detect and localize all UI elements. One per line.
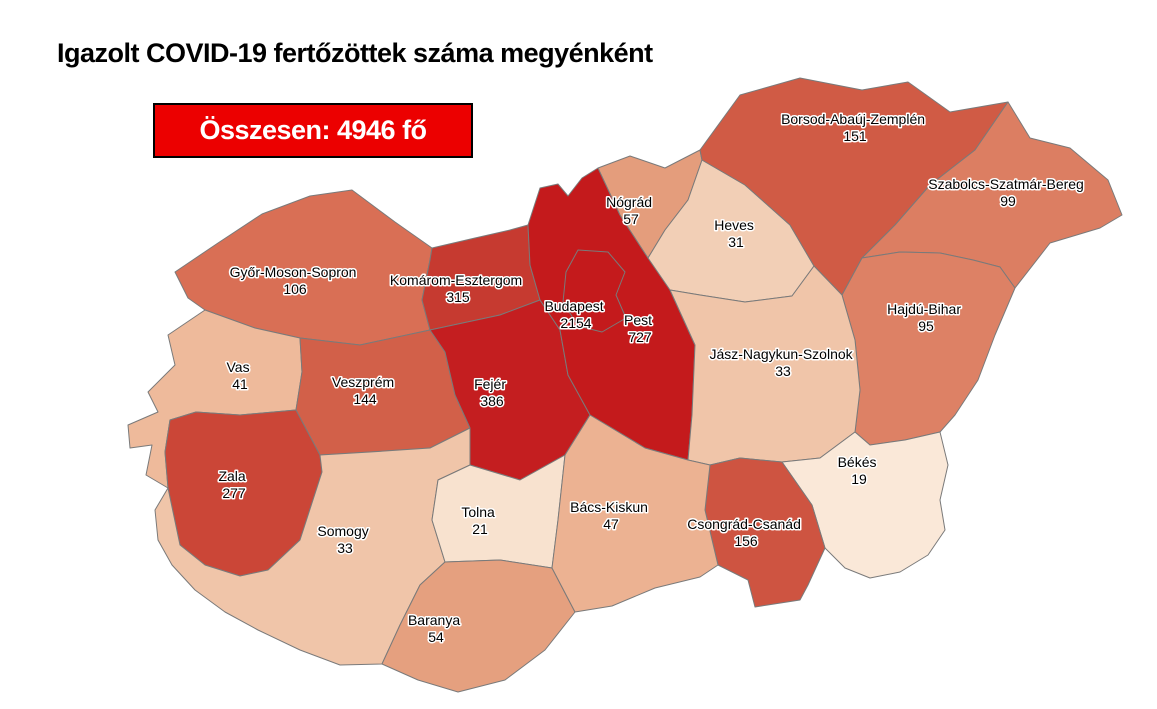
county-label-komarom-esztergom: Komárom-Esztergom 315 — [390, 272, 526, 305]
county-label-vas: Vas 41 — [227, 359, 254, 392]
county-label-bacs-kiskun: Bács-Kiskun 47 — [570, 499, 652, 532]
county-label-somogy: Somogy 33 — [317, 523, 372, 556]
county-label-gyor-moson-sopron: Győr-Moson-Sopron 106 — [230, 264, 361, 297]
county-label-bekes: Békés 19 — [838, 454, 881, 487]
county-label-fejer: Fejér 386 — [474, 376, 510, 409]
county-label-csongrad-csanad: Csongrád-Csanád 156 — [687, 516, 805, 549]
county-label-veszprem: Veszprém 144 — [332, 374, 398, 407]
county-shape-hajdu-bihar — [841, 251, 1016, 446]
county-shape-bacs-kiskun — [551, 414, 719, 613]
county-label-baranya: Baranya 54 — [408, 612, 464, 645]
county-labels: Győr-Moson-Sopron 106 Vas 41 Zala 277 Ve… — [217, 110, 1088, 647]
county-label-pest: Pest 727 — [624, 312, 656, 345]
county-label-budapest: Budapest 2154 — [544, 298, 607, 331]
total-badge-label: Összesen: 4946 fő — [199, 115, 427, 145]
county-label-tolna: Tolna 21 — [461, 504, 498, 537]
county-label-jasz-nagykun-szolnok: Jász-Nagykun-Szolnok 33 — [709, 346, 856, 379]
county-shape-baranya — [381, 559, 576, 693]
county-label-borsod-abauj-zemplen: Borsod-Abaúj-Zemplén 151 — [781, 111, 929, 144]
county-shapes — [127, 77, 1123, 693]
county-label-szabolcs-szatmar-bereg: Szabolcs-Szatmár-Bereg 99 — [928, 176, 1088, 209]
page-title: Igazolt COVID-19 fertőzöttek száma megyé… — [57, 38, 653, 68]
county-label-hajdu-bihar: Hajdú-Bihar 95 — [887, 301, 965, 334]
county-label-zala: Zala 277 — [218, 468, 249, 501]
county-label-heves: Heves 31 — [714, 217, 758, 250]
county-shape-budapest — [562, 249, 627, 333]
total-badge: Összesen: 4946 fő — [153, 103, 473, 158]
county-label-nograd: Nógrád 57 — [606, 194, 656, 227]
